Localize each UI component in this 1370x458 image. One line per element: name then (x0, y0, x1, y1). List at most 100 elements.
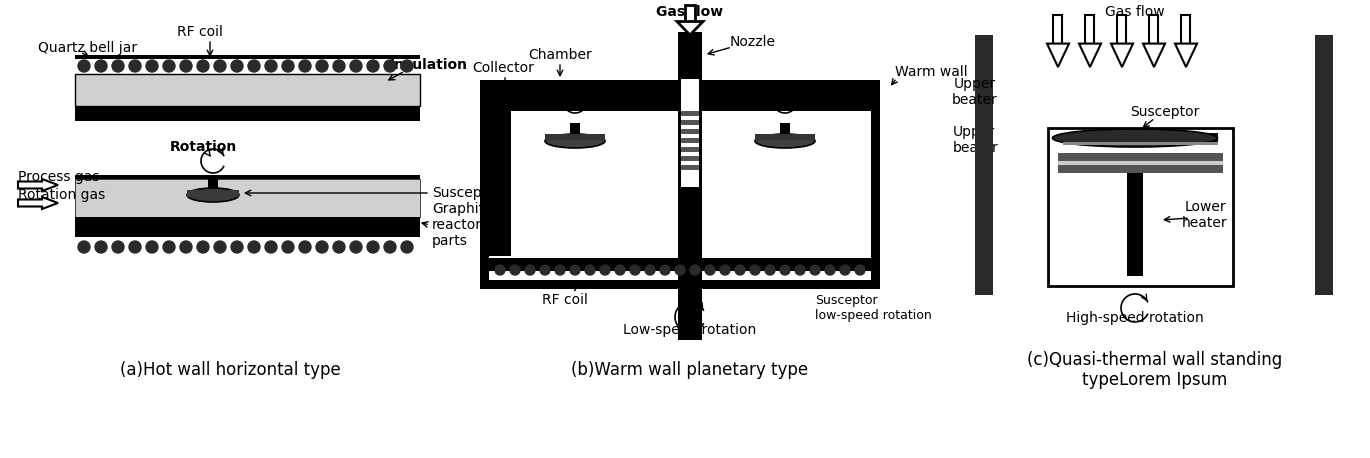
Bar (75, 106, 421, 121)
Ellipse shape (186, 188, 238, 202)
Text: Rotation: Rotation (756, 87, 823, 101)
Text: Rotation: Rotation (547, 87, 614, 101)
Circle shape (316, 241, 327, 253)
Text: Rotation: Rotation (170, 140, 237, 154)
Circle shape (660, 265, 670, 275)
Polygon shape (1111, 44, 1133, 67)
Circle shape (540, 265, 549, 275)
Bar (479, 80, 489, 289)
Bar (489, 258, 871, 271)
Bar (75, 55, 421, 59)
Circle shape (197, 241, 210, 253)
Circle shape (706, 265, 715, 275)
Text: Process gas: Process gas (18, 170, 100, 184)
Text: Collector: Collector (473, 61, 534, 75)
Circle shape (179, 60, 192, 72)
Bar (1063, 142, 1218, 145)
Polygon shape (677, 22, 703, 35)
Text: Upper
beater: Upper beater (952, 77, 997, 107)
Bar (1058, 161, 1223, 165)
Circle shape (214, 60, 226, 72)
Text: Susceptor: Susceptor (1130, 105, 1200, 119)
Bar (479, 280, 880, 289)
Polygon shape (1175, 44, 1197, 67)
Bar (208, 179, 218, 201)
Bar (186, 190, 238, 197)
Circle shape (147, 241, 158, 253)
Circle shape (401, 241, 412, 253)
Bar (681, 129, 699, 134)
Bar (75, 217, 421, 233)
Bar (681, 120, 699, 125)
Circle shape (840, 265, 849, 275)
Bar (1058, 165, 1223, 173)
Circle shape (734, 265, 745, 275)
Bar (1063, 133, 1218, 143)
Bar (1085, 15, 1095, 44)
Bar (681, 79, 699, 187)
Circle shape (78, 60, 90, 72)
Circle shape (299, 60, 311, 72)
Bar (75, 179, 421, 217)
Bar (1315, 35, 1333, 295)
Text: Quartz bell jar: Quartz bell jar (38, 41, 137, 55)
Ellipse shape (545, 134, 606, 148)
Bar (871, 80, 880, 289)
Circle shape (163, 241, 175, 253)
Circle shape (197, 60, 210, 72)
Text: (a)Hot wall horizontal type: (a)Hot wall horizontal type (119, 361, 340, 379)
Circle shape (525, 265, 536, 275)
Circle shape (615, 265, 625, 275)
Circle shape (495, 265, 506, 275)
Circle shape (600, 265, 610, 275)
Circle shape (645, 265, 655, 275)
Ellipse shape (1052, 129, 1218, 147)
Circle shape (690, 265, 700, 275)
Circle shape (749, 265, 760, 275)
Circle shape (825, 265, 834, 275)
Bar (681, 138, 699, 143)
Text: Graphite
reactor
parts: Graphite reactor parts (432, 202, 493, 248)
Circle shape (367, 241, 379, 253)
Text: Upper
beater: Upper beater (954, 125, 999, 155)
Bar (681, 156, 699, 161)
Circle shape (585, 265, 595, 275)
Circle shape (855, 265, 864, 275)
Bar (1149, 15, 1159, 44)
Text: Low-speed rotation: Low-speed rotation (623, 323, 756, 337)
Circle shape (675, 265, 685, 275)
Circle shape (333, 241, 345, 253)
Circle shape (555, 265, 564, 275)
Circle shape (112, 241, 125, 253)
Bar (1181, 15, 1191, 44)
Circle shape (299, 241, 311, 253)
Circle shape (384, 241, 396, 253)
Bar (545, 134, 606, 140)
Polygon shape (1047, 44, 1069, 67)
Ellipse shape (755, 134, 815, 148)
Bar (75, 74, 421, 106)
Bar (681, 165, 699, 170)
Circle shape (163, 60, 175, 72)
Text: Warm wall: Warm wall (895, 65, 967, 79)
Circle shape (795, 265, 806, 275)
Bar (75, 233, 421, 237)
Text: Insulation: Insulation (390, 58, 469, 72)
Text: High-speed rotation: High-speed rotation (1066, 311, 1204, 325)
Polygon shape (1080, 44, 1101, 67)
Circle shape (316, 60, 327, 72)
Text: Susceptor
low-speed rotation: Susceptor low-speed rotation (815, 294, 932, 322)
Circle shape (112, 60, 125, 72)
Bar (755, 134, 815, 140)
Text: RF coil: RF coil (543, 293, 588, 307)
Bar (685, 5, 695, 22)
Bar (681, 111, 699, 116)
Circle shape (510, 265, 521, 275)
Circle shape (780, 265, 790, 275)
Circle shape (333, 60, 345, 72)
Text: Lower
heater: Lower heater (1182, 200, 1228, 230)
Bar (489, 89, 871, 111)
Circle shape (232, 60, 242, 72)
Bar (678, 80, 701, 340)
Bar (1054, 15, 1063, 44)
